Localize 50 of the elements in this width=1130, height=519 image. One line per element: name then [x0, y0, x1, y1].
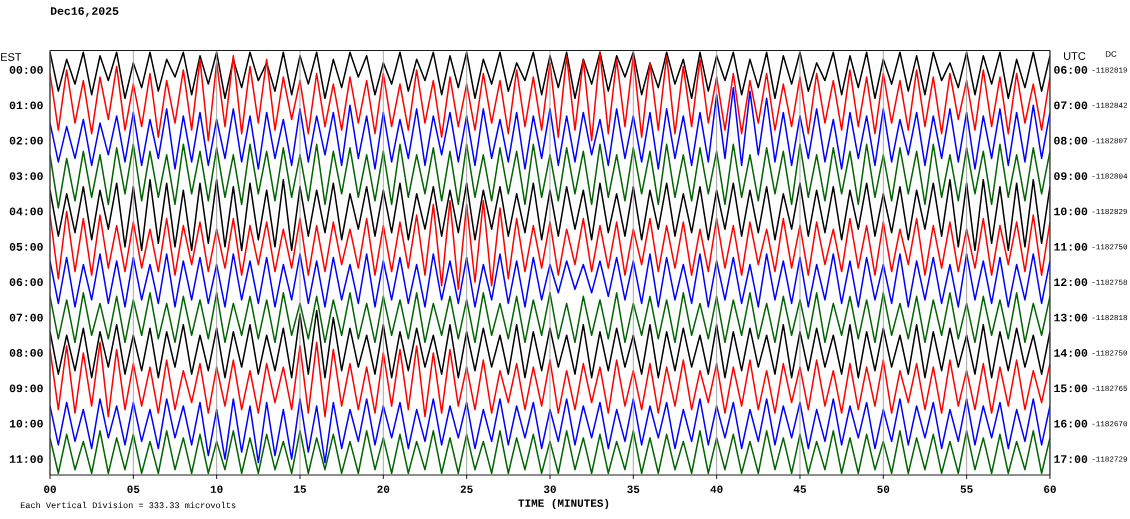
y2-tick-label: 11:00	[1054, 242, 1088, 251]
line-series	[50, 143, 1050, 209]
y-tick-label: 10:00	[9, 419, 43, 428]
y-axis-title: EST	[1, 53, 22, 61]
y-tick-label: 00:00	[9, 66, 43, 74]
x-tick-label: 10	[210, 485, 223, 493]
y-tick-label: 07:00	[9, 313, 43, 322]
line-series	[50, 398, 1050, 464]
y2-axis-title: UTC	[1064, 52, 1086, 60]
y-tick-label: 02:00	[9, 136, 43, 145]
x-tick-label: 45	[793, 485, 806, 493]
x-tick-label: 15	[294, 485, 306, 493]
y2-tick-label: 12:00	[1054, 278, 1088, 287]
line-series	[50, 86, 1050, 170]
y-tick-label: 06:00	[9, 278, 43, 287]
y2-tick-label: 06:00	[1054, 66, 1088, 74]
x-tick-label: 05	[127, 485, 140, 493]
line-series	[50, 341, 1050, 418]
y-tick-label: 08:00	[9, 349, 43, 357]
x-tick-label: 60	[1044, 485, 1056, 493]
x-tick-label: 30	[543, 485, 556, 493]
x-tick-label: 55	[960, 485, 973, 493]
y2-tick-label: 08:00	[1054, 136, 1088, 145]
y-tick-label: 11:00	[9, 455, 43, 463]
y2-tick-label: 09:00	[1054, 172, 1088, 180]
line-series	[50, 253, 1050, 308]
y-tick-label: 01:00	[9, 101, 43, 110]
text: Each Vertical Division = 333.33 microvolts	[20, 501, 236, 509]
y2-tick-label: 07:00	[1054, 101, 1088, 110]
line-series	[50, 430, 1050, 474]
x-tick-label: 40	[710, 485, 723, 493]
y2-tick-label: 13:00	[1054, 313, 1088, 322]
y2-tick-label: 15:00	[1054, 384, 1088, 393]
x-axis-title: TIME (MINUTES)	[518, 498, 609, 510]
x-tick-label: 25	[460, 485, 473, 493]
y2-tick-label: 17:00	[1054, 455, 1088, 463]
x-tick-label: 50	[877, 485, 890, 493]
y-tick-label: 09:00	[9, 384, 43, 393]
y2-tick-label: 16:00	[1054, 419, 1088, 428]
x-tick-label: 20	[377, 485, 390, 493]
line-series	[50, 292, 1050, 344]
y-tick-label: 05:00	[9, 242, 43, 251]
y-tick-label: 04:00	[9, 207, 43, 216]
x-tick-label: 00	[44, 485, 56, 493]
x-tick-label: 35	[627, 485, 640, 493]
y-tick-label: 03:00	[9, 172, 43, 180]
line-series	[50, 200, 1050, 291]
y2-tick-label: 14:00	[1054, 349, 1088, 357]
y2-tick-label: 10:00	[1054, 207, 1088, 216]
chart-title: Dec16,2025	[50, 7, 119, 17]
